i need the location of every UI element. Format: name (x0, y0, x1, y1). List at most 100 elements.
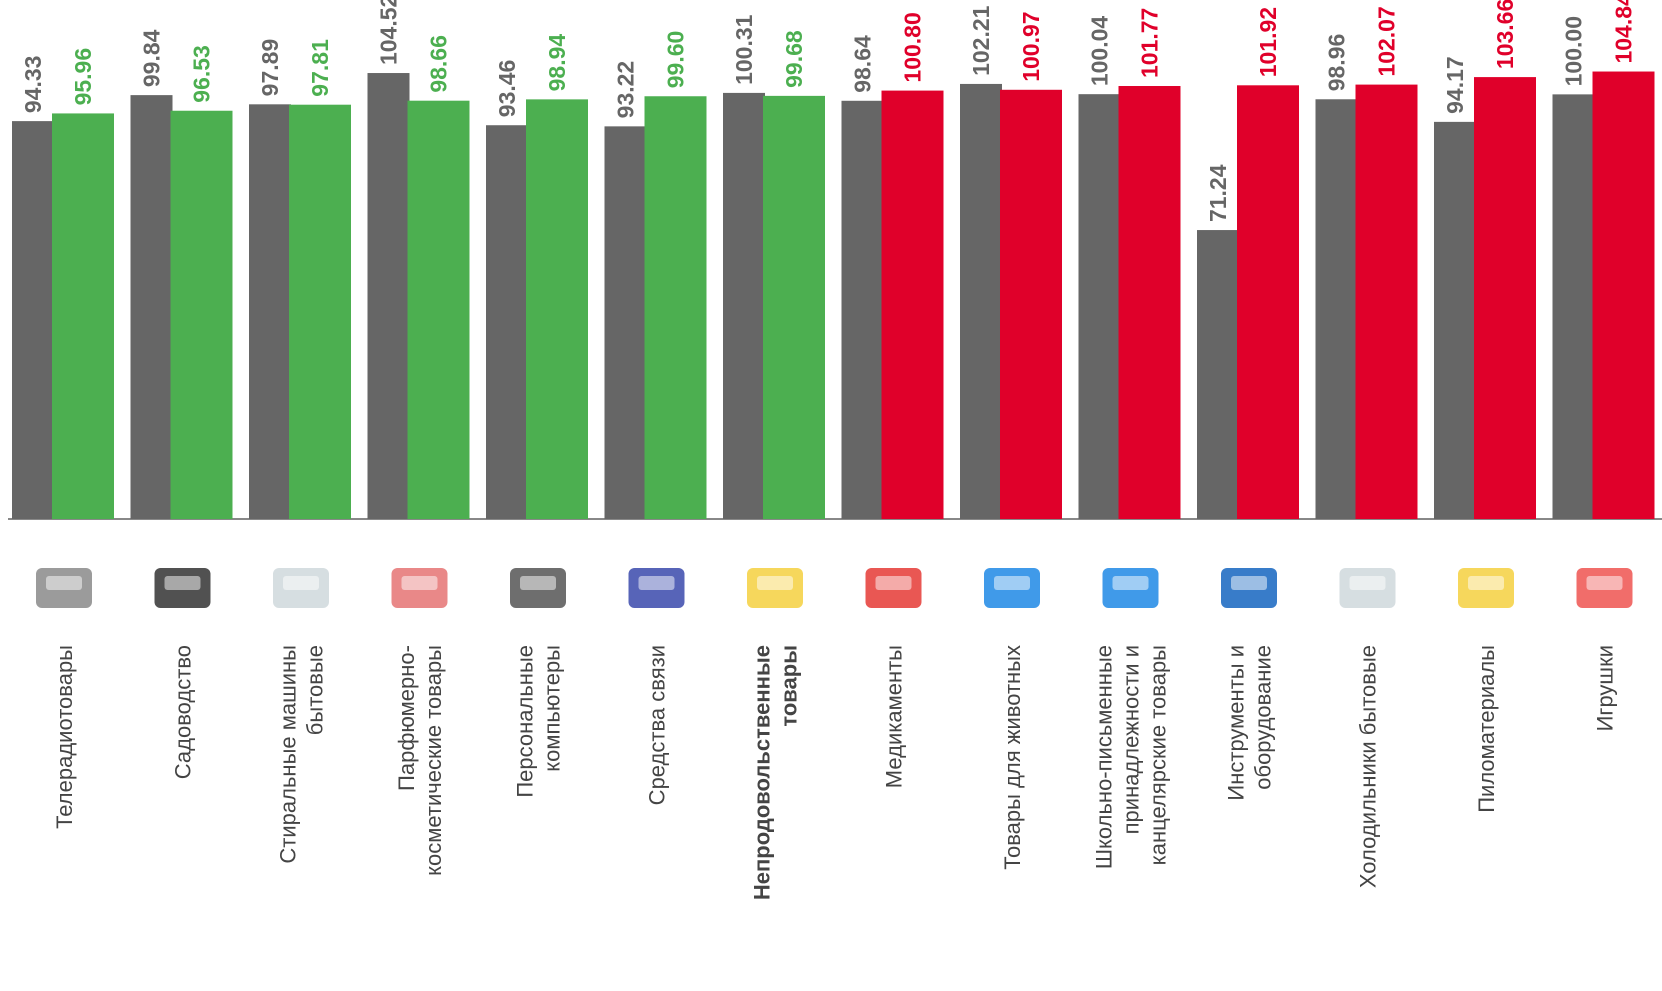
category-icon-detail (876, 576, 912, 590)
x-tick-label: Игрушки (1593, 645, 1618, 731)
x-tick-label-line: оборудование (1251, 645, 1276, 790)
x-tick-label-line: Стиральные машины (276, 645, 301, 864)
chart: 94.33 95.96 Телерадиотовары 99.84 96.53 Садов… (0, 0, 1662, 991)
bar (1316, 99, 1358, 519)
bar (763, 96, 825, 519)
bar (1553, 94, 1595, 519)
bar (605, 126, 647, 519)
x-tick-label-line: Телерадиотовары (52, 645, 77, 829)
x-tick-label: Стиральные машиныбытовые (276, 645, 328, 864)
bar (723, 93, 765, 519)
bar (1000, 90, 1062, 519)
x-tick-label: Пиломатериалы (1474, 645, 1499, 813)
value-label: 99.84 (139, 29, 165, 87)
x-tick-label: Парфюмерно-косметические товары (394, 645, 446, 876)
value-label: 100.97 (1018, 11, 1044, 81)
category-icon-detail (46, 576, 82, 590)
x-tick-label: Инструменты иоборудование (1224, 645, 1276, 801)
value-label: 103.66 (1492, 0, 1518, 69)
x-tick-label: Школьно-письменныепринадлежности иканцел… (1092, 645, 1171, 869)
category-icon-detail (402, 576, 438, 590)
bar (1356, 85, 1418, 519)
value-label: 100.04 (1087, 16, 1113, 87)
value-label: 98.94 (544, 34, 570, 92)
bar (289, 105, 351, 519)
value-label: 104.84 (1611, 0, 1637, 64)
category-icon-detail (520, 576, 556, 590)
value-label: 101.92 (1255, 7, 1281, 77)
x-tick-label-line: принадлежности и (1119, 645, 1144, 834)
x-tick-label-line: Инструменты и (1224, 645, 1249, 801)
x-tick-label: Товары для животных (1000, 645, 1025, 870)
bar (1593, 72, 1655, 519)
value-label: 97.89 (257, 39, 283, 97)
x-tick-label-line: Холодильники бытовые (1356, 645, 1381, 888)
x-tick-label: Непродовольственныетовары (750, 645, 802, 900)
value-label: 98.66 (426, 35, 452, 93)
value-label: 95.96 (70, 48, 96, 106)
x-tick-label-line: Игрушки (1593, 645, 1618, 731)
bar (1197, 230, 1239, 519)
value-label: 104.52 (376, 0, 402, 65)
x-tick-label-line: бытовые (303, 645, 328, 735)
x-tick-label-line: Средства связи (645, 645, 670, 805)
category-icon-detail (639, 576, 675, 590)
value-label: 99.60 (663, 31, 689, 89)
value-label: 102.21 (968, 5, 994, 76)
category-icon-detail (165, 576, 201, 590)
category-icon-detail (283, 576, 319, 590)
x-tick-label-line: канцелярские товары (1146, 645, 1171, 865)
x-tick-label-line: Непродовольственные (750, 645, 775, 900)
bar (12, 121, 54, 519)
x-tick-label-line: Товары для животных (1000, 645, 1025, 870)
value-label: 101.77 (1137, 8, 1163, 78)
x-tick-label-line: товары (777, 645, 802, 727)
bar (960, 84, 1002, 519)
x-tick-label: Холодильники бытовые (1356, 645, 1381, 888)
bar (1434, 122, 1476, 519)
x-tick-label-line: Парфюмерно- (394, 645, 419, 791)
x-tick-label-line: компьютеры (540, 645, 565, 772)
bar (52, 113, 114, 519)
category-icon-detail (994, 576, 1030, 590)
bar (486, 125, 528, 519)
value-label: 100.00 (1561, 16, 1587, 86)
value-label: 94.33 (20, 56, 46, 114)
page: 94.33 95.96 Телерадиотовары 99.84 96.53 Садов… (0, 0, 1662, 991)
bar (249, 104, 291, 519)
x-tick-label: Садоводство (171, 645, 196, 779)
value-label: 93.46 (494, 60, 520, 118)
bar (171, 111, 233, 519)
x-tick-label-line: Школьно-письменные (1092, 645, 1117, 869)
x-tick-label: Средства связи (645, 645, 670, 805)
bar (131, 95, 173, 519)
value-label: 97.81 (307, 39, 333, 97)
category-icon-detail (757, 576, 793, 590)
value-label: 96.53 (189, 45, 215, 103)
x-tick-label-line: Персональные (513, 645, 538, 798)
bar (1474, 77, 1536, 519)
value-label: 93.22 (613, 61, 639, 119)
category-icon-detail (1113, 576, 1149, 590)
value-label: 99.68 (781, 30, 807, 88)
x-tick-label-line: Садоводство (171, 645, 196, 779)
bar (368, 73, 410, 519)
x-tick-label-line: Пиломатериалы (1474, 645, 1499, 813)
value-label: 102.07 (1374, 6, 1400, 76)
x-tick-label-line: косметические товары (421, 645, 446, 876)
bar (842, 101, 884, 519)
x-tick-label: Персональныекомпьютеры (513, 645, 565, 798)
bar (882, 91, 944, 519)
value-label: 98.64 (850, 35, 876, 93)
category-icon-detail (1468, 576, 1504, 590)
value-label: 100.80 (900, 12, 926, 82)
bar (645, 96, 707, 519)
bar (1237, 85, 1299, 519)
x-tick-label: Медикаменты (882, 645, 907, 788)
bar (408, 101, 470, 519)
category-icon-detail (1587, 576, 1623, 590)
value-label: 71.24 (1205, 164, 1231, 222)
category-icon-detail (1231, 576, 1267, 590)
category-icon-detail (1350, 576, 1386, 590)
bar (1079, 94, 1121, 519)
